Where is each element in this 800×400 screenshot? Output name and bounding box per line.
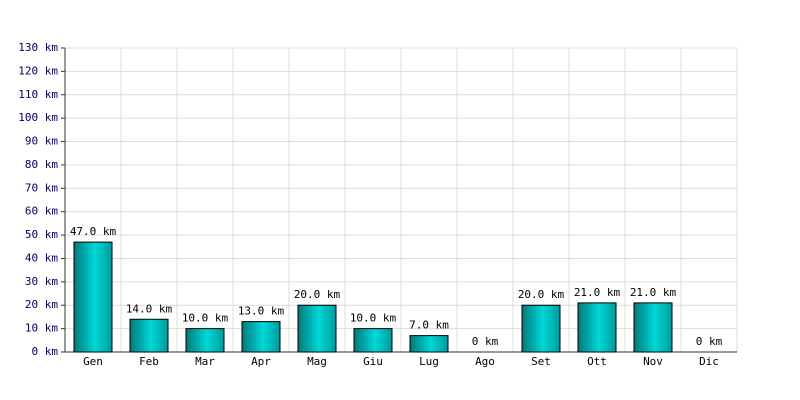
y-tick-label: 20 km — [25, 298, 58, 311]
data-label: 13.0 km — [238, 305, 285, 318]
y-tick-label: 80 km — [25, 158, 58, 171]
bar — [297, 304, 337, 353]
data-label: 0 km — [696, 335, 723, 348]
data-label: 0 km — [472, 335, 499, 348]
x-tick-label: Giu — [363, 355, 383, 368]
bar — [409, 335, 449, 353]
bar — [73, 241, 113, 353]
data-label: 10.0 km — [182, 312, 229, 325]
data-label: 47.0 km — [70, 225, 117, 238]
data-label: 20.0 km — [518, 288, 565, 301]
data-label: 21.0 km — [574, 286, 621, 299]
x-tick-label: Ott — [587, 355, 607, 368]
x-tick-label: Mar — [195, 355, 215, 368]
x-tick-label: Gen — [83, 355, 103, 368]
bar — [521, 304, 561, 353]
bar — [353, 328, 393, 353]
y-tick-label: 70 km — [25, 181, 58, 194]
y-tick-label: 0 km — [32, 345, 59, 358]
y-tick-label: 50 km — [25, 228, 58, 241]
x-tick-label: Lug — [419, 355, 439, 368]
y-tick-label: 30 km — [25, 275, 58, 288]
y-tick-label: 60 km — [25, 205, 58, 218]
data-label: 21.0 km — [630, 286, 677, 299]
data-label: 14.0 km — [126, 302, 173, 315]
y-tick-label: 110 km — [18, 88, 58, 101]
y-tick-label: 10 km — [25, 322, 58, 335]
x-tick-label: Ago — [475, 355, 495, 368]
x-tick-label: Set — [531, 355, 551, 368]
bar — [577, 302, 617, 353]
data-label: 20.0 km — [294, 288, 341, 301]
x-tick-label: Mag — [307, 355, 327, 368]
x-tick-label: Nov — [643, 355, 663, 368]
y-tick-label: 40 km — [25, 251, 58, 264]
x-tick-label: Dic — [699, 355, 719, 368]
x-tick-label: Feb — [139, 355, 159, 368]
data-label: 7.0 km — [409, 319, 449, 332]
bar — [185, 328, 225, 353]
y-tick-label: 120 km — [18, 64, 58, 77]
data-label: 10.0 km — [350, 312, 397, 325]
y-tick-label: 130 km — [18, 41, 58, 54]
bar — [241, 321, 281, 353]
y-tick-label: 100 km — [18, 111, 58, 124]
bar — [633, 302, 673, 353]
x-tick-label: Apr — [251, 355, 271, 368]
y-tick-label: 90 km — [25, 135, 58, 148]
bar — [129, 318, 169, 353]
